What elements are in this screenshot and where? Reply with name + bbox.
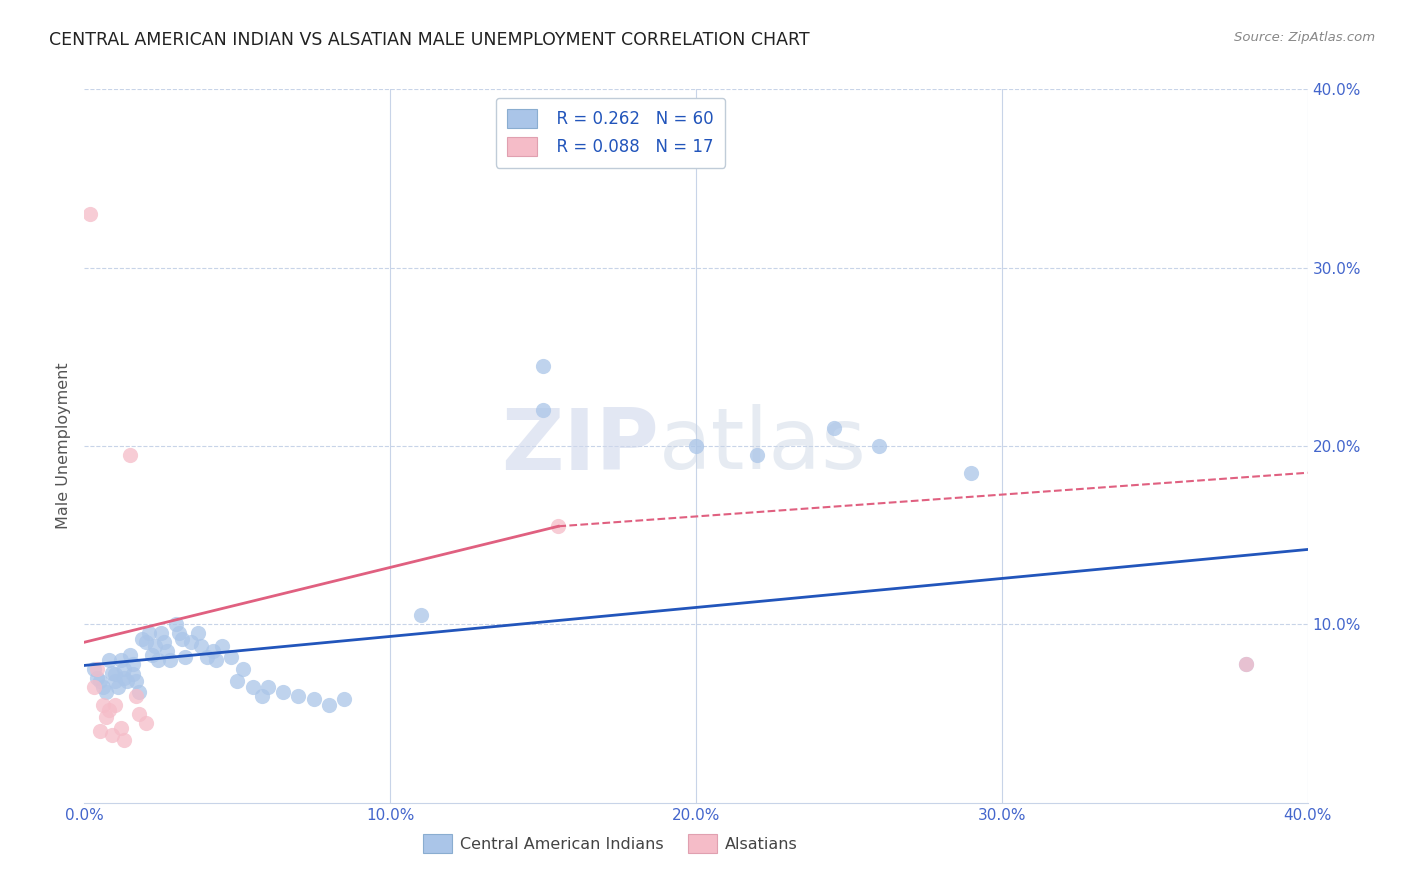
Point bbox=[318, 698, 340, 712]
Text: CENTRAL AMERICAN INDIAN VS ALSATIAN MALE UNEMPLOYMENT CORRELATION CHART: CENTRAL AMERICAN INDIAN VS ALSATIAN MALE… bbox=[49, 31, 810, 49]
Point bbox=[97, 703, 120, 717]
Point bbox=[201, 644, 224, 658]
Point bbox=[333, 692, 356, 706]
Point bbox=[1236, 657, 1258, 671]
Point bbox=[112, 733, 135, 747]
Point bbox=[91, 680, 114, 694]
Point bbox=[120, 648, 142, 662]
Point bbox=[1236, 657, 1258, 671]
Point bbox=[138, 626, 160, 640]
Point bbox=[287, 689, 309, 703]
Point bbox=[125, 689, 148, 703]
Point bbox=[110, 653, 132, 667]
Point bbox=[302, 692, 325, 706]
Point bbox=[180, 635, 202, 649]
Point bbox=[131, 632, 153, 646]
Point bbox=[823, 421, 845, 435]
Point bbox=[86, 671, 108, 685]
Point bbox=[79, 207, 101, 221]
Point bbox=[186, 626, 208, 640]
Point bbox=[141, 648, 163, 662]
Point bbox=[89, 674, 111, 689]
Point bbox=[135, 715, 157, 730]
Point bbox=[101, 728, 124, 742]
Point bbox=[101, 665, 124, 680]
Point bbox=[128, 685, 150, 699]
Point bbox=[104, 674, 127, 689]
Point bbox=[143, 639, 166, 653]
Text: Source: ZipAtlas.com: Source: ZipAtlas.com bbox=[1234, 31, 1375, 45]
Point bbox=[122, 657, 145, 671]
Point bbox=[174, 649, 197, 664]
Point bbox=[869, 439, 891, 453]
Point bbox=[242, 680, 264, 694]
Point bbox=[409, 608, 432, 623]
Point bbox=[94, 710, 117, 724]
Text: ZIP: ZIP bbox=[502, 404, 659, 488]
Point bbox=[250, 689, 273, 703]
Point bbox=[120, 448, 142, 462]
Point bbox=[110, 721, 132, 735]
Point bbox=[153, 635, 176, 649]
Point bbox=[83, 680, 105, 694]
Point bbox=[91, 698, 114, 712]
Point bbox=[195, 649, 218, 664]
Point bbox=[86, 662, 108, 676]
Point bbox=[149, 626, 172, 640]
Point bbox=[97, 653, 120, 667]
Point bbox=[89, 724, 111, 739]
Point bbox=[226, 674, 249, 689]
Point bbox=[115, 674, 138, 689]
Text: atlas: atlas bbox=[659, 404, 868, 488]
Point bbox=[107, 680, 129, 694]
Point bbox=[128, 706, 150, 721]
Point bbox=[156, 644, 179, 658]
Point bbox=[104, 698, 127, 712]
Point bbox=[232, 662, 254, 676]
Point bbox=[685, 439, 707, 453]
Point bbox=[122, 667, 145, 681]
Point bbox=[172, 632, 194, 646]
Point bbox=[104, 667, 127, 681]
Point bbox=[125, 674, 148, 689]
Point bbox=[167, 626, 190, 640]
Point bbox=[531, 359, 554, 373]
Point bbox=[83, 662, 105, 676]
Point bbox=[190, 639, 212, 653]
Point bbox=[146, 653, 169, 667]
Y-axis label: Male Unemployment: Male Unemployment bbox=[56, 363, 72, 529]
Point bbox=[159, 653, 181, 667]
Point bbox=[257, 680, 280, 694]
Point bbox=[205, 653, 228, 667]
Point bbox=[135, 635, 157, 649]
Point bbox=[211, 639, 233, 653]
Point bbox=[165, 617, 187, 632]
Point bbox=[531, 403, 554, 417]
Point bbox=[960, 466, 983, 480]
Point bbox=[112, 662, 135, 676]
Point bbox=[747, 448, 769, 462]
Legend: Central American Indians, Alsatians: Central American Indians, Alsatians bbox=[418, 828, 804, 859]
Point bbox=[94, 685, 117, 699]
Point bbox=[219, 649, 242, 664]
Point bbox=[547, 519, 569, 533]
Point bbox=[112, 671, 135, 685]
Point bbox=[271, 685, 294, 699]
